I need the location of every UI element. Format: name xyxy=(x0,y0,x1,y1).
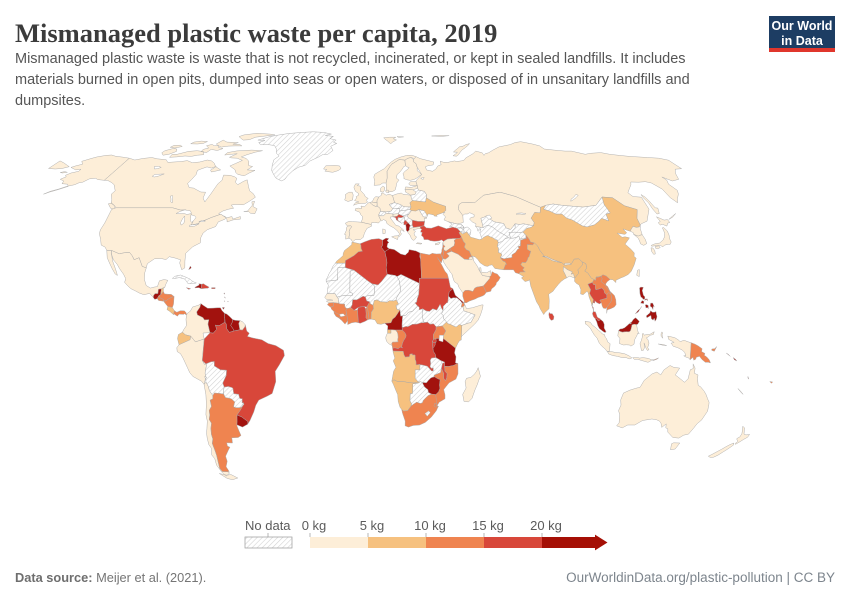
svg-text:No data: No data xyxy=(245,518,291,533)
svg-text:0 kg: 0 kg xyxy=(302,518,327,533)
svg-text:10 kg: 10 kg xyxy=(414,518,446,533)
svg-text:15 kg: 15 kg xyxy=(472,518,504,533)
svg-text:20 kg: 20 kg xyxy=(530,518,562,533)
svg-text:5 kg: 5 kg xyxy=(360,518,385,533)
